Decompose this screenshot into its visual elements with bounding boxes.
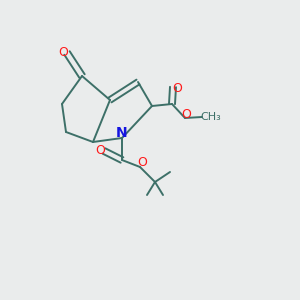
Text: O: O: [58, 46, 68, 59]
Text: O: O: [181, 107, 191, 121]
Text: O: O: [172, 82, 182, 94]
Text: O: O: [137, 157, 147, 169]
Text: CH₃: CH₃: [201, 112, 221, 122]
Text: O: O: [95, 143, 105, 157]
Text: N: N: [116, 126, 128, 140]
